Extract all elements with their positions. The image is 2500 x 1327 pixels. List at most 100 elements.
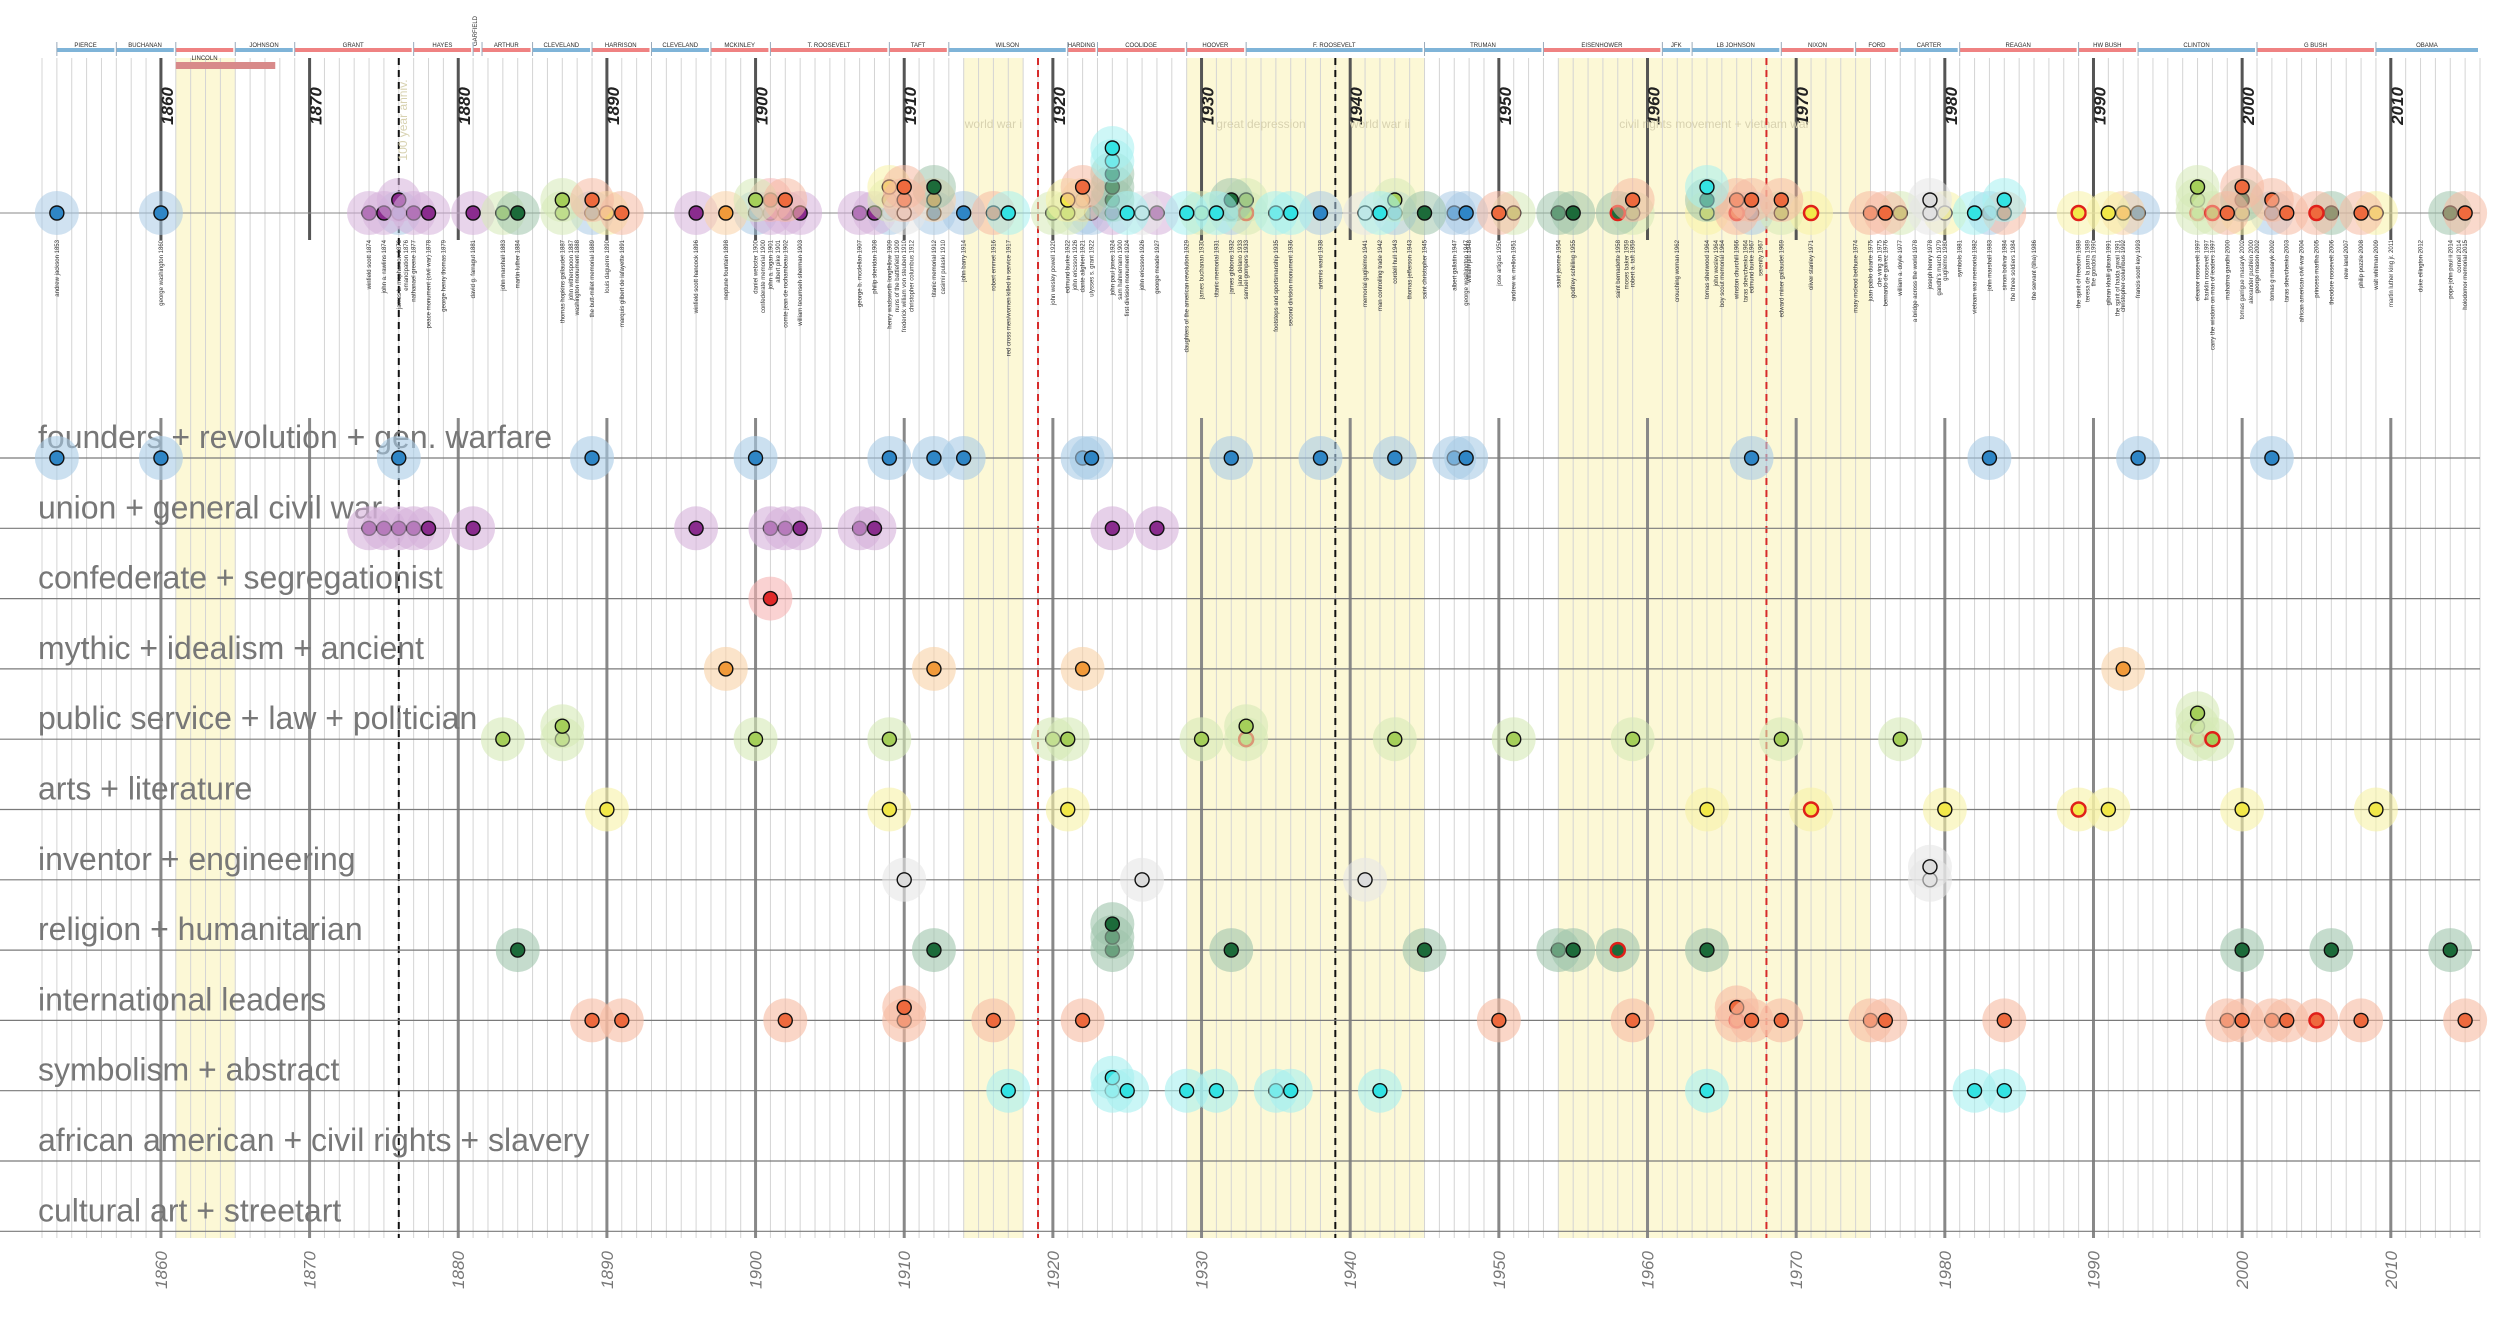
memorial-label: mary mcleod bethune 1974 (1854, 239, 1860, 312)
memorial-label: washington monument 1888 (575, 239, 581, 316)
category-label: religion + humanitarian (38, 911, 363, 947)
data-point (2204, 730, 2221, 748)
memorial-label: joseph henry 1978 (1928, 239, 1934, 290)
data-point (866, 520, 883, 536)
overview-point (1372, 205, 1388, 221)
memorial-label: nathanael greene 1877 (412, 239, 418, 301)
overview-point (1802, 204, 1820, 222)
memorial-label: john ericsson 1926 (1140, 239, 1146, 291)
memorial-label: first division monument 1924 (1125, 239, 1131, 316)
data-point (614, 1012, 630, 1029)
decade-label-bottom: 1960 (1639, 1251, 1658, 1289)
memorial-label: william pitt 1948 (1467, 239, 1473, 283)
memorial-label: james gibbons 1932 (1229, 239, 1235, 294)
data-point (1743, 1012, 1760, 1029)
memorial-label: vietnam war memorial 1982 (1973, 239, 1979, 313)
decade-label-top: 1920 (1050, 87, 1069, 125)
overview-point (1565, 205, 1581, 221)
data-point (1060, 731, 1076, 747)
overview-point (1074, 179, 1091, 195)
memorial-label: ulysses s. grant 1922 (1090, 239, 1096, 296)
decade-label-bottom: 1900 (747, 1251, 766, 1289)
category-label: union + general civil war (38, 489, 383, 525)
decade-label-top: 1930 (1199, 87, 1218, 125)
memorial-label: christopher columbus 1992 (2121, 239, 2127, 312)
data-point (465, 520, 481, 536)
data-point (2189, 705, 2206, 721)
data-point (1083, 450, 1100, 466)
decade-label-top: 1890 (604, 87, 623, 125)
president-bar (2138, 48, 2256, 52)
president-label: EISENHOWER (1581, 43, 1623, 49)
decade-label-top: 1980 (1942, 87, 1961, 125)
memorial-label: eleanor roosevelt 1997 (2196, 239, 2202, 301)
data-point (2457, 1012, 2473, 1029)
data-point (1773, 731, 1790, 747)
memorial-label: red cross men/women killed in service 19… (1006, 239, 1012, 356)
president-label: TAFT (911, 43, 926, 49)
era-labels: world war i great depression world war ii c… (964, 117, 1810, 131)
president-bar (235, 48, 293, 52)
memorial-label: tomas g masaryk 2002 (2270, 239, 2276, 300)
memorial-label: carry the wisdom on man of leaders 1997 (2210, 239, 2216, 350)
data-point (1283, 1082, 1299, 1099)
decade-label-bottom: 1980 (1936, 1251, 1955, 1289)
data-point (2308, 1012, 2325, 1029)
memorial-label: taras shevchenko 2003 (2285, 239, 2291, 302)
decade-labels-bottom: 1860 1870 1880 1890 1900 1910 1920 1930 1940 1950… (152, 1251, 2401, 1290)
category-label: symbolism + abstract (38, 1052, 340, 1088)
president-bar (1097, 48, 1185, 52)
era-label: world war i (964, 117, 1022, 131)
memorial-label: louis daguerre 1890 (605, 239, 611, 293)
decade-label-bottom: 1880 (449, 1251, 468, 1289)
memorial-label: sam hahnemann 1900 (1118, 239, 1124, 299)
decade-label-top: 1870 (307, 87, 326, 125)
memorial-label: holodomor memorial 2015 (2463, 239, 2469, 309)
overview-point (2234, 179, 2250, 195)
memorial-label: boy scout memorial 1964 (1720, 239, 1726, 307)
overview-point (49, 205, 65, 221)
president-label: HARRISON (605, 43, 637, 49)
president-label: GARFIELD (473, 15, 479, 46)
data-point (2234, 1012, 2250, 1029)
president-label: LINCOLN (192, 56, 218, 62)
overview-point (1208, 205, 1225, 221)
data-point (1074, 1012, 1091, 1029)
data-point (2323, 942, 2340, 958)
decade-label-bottom: 1970 (1787, 1251, 1806, 1289)
president-label: F. ROOSEVELT (1313, 43, 1356, 49)
memorial-label: winfield scott 1874 (367, 239, 373, 290)
memorial-label: titanic memorial 1931 (1214, 239, 1220, 297)
overview-point (777, 192, 793, 208)
memorial-label: the three soldiers 1984 (2011, 239, 2017, 301)
president-label: HW BUSH (2093, 43, 2121, 49)
president-bar (1186, 48, 1245, 52)
memorial-label: memorial guglielmo 1941 (1363, 239, 1369, 307)
memorial-label: george washington 1860 (159, 239, 165, 305)
president-label: LB JOHNSON (1717, 43, 1755, 49)
president-label: JOHNSON (249, 43, 278, 49)
memorial-label: man controlling trade 1942 (1378, 239, 1384, 311)
category-label: founders + revolution + gen. warfare (38, 419, 552, 455)
memorial-label: peace monument (civil war) 1878 (427, 239, 433, 328)
decade-label-top: 1880 (455, 87, 474, 125)
data-point (1060, 801, 1076, 818)
memorial-label: george washington 1947 (1464, 239, 1470, 305)
memorial-label: artemis ward 1938 (1318, 239, 1324, 289)
memorial-label: james buchanan 1930 (1200, 239, 1206, 300)
data-point (1416, 942, 1433, 958)
memorial-label: john marshall 1883 (501, 239, 507, 291)
data-point (1996, 1082, 2012, 1099)
memorial-label: daughters of the american revolution 192… (1185, 239, 1191, 352)
data-point (1877, 1012, 1894, 1029)
overview-point (926, 179, 942, 195)
president-label: JFK (1671, 43, 1682, 49)
category-label: african american + civil rights + slaver… (38, 1122, 589, 1158)
era-label: great depression (1216, 117, 1305, 131)
president-label: G BUSH (2304, 43, 2327, 49)
overview-point (614, 205, 630, 221)
memorial-label: emancipation 1876 (404, 239, 410, 290)
president-label: TRUMAN (1470, 43, 1496, 49)
overview-point (2219, 205, 2235, 221)
